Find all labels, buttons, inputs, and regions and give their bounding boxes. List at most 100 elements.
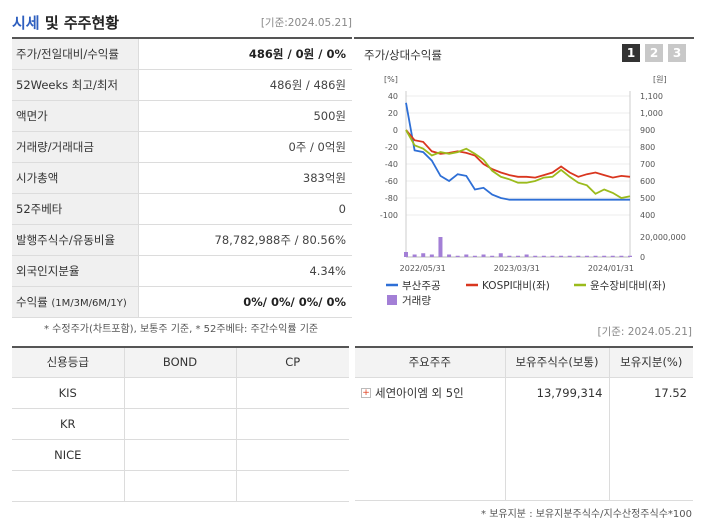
volume-bar [584, 255, 589, 257]
right-tick-label: 800 [640, 143, 655, 152]
left-tick-label: -100 [380, 211, 398, 220]
info-value: 383억원 [138, 162, 352, 194]
left-tick-label: 40 [388, 92, 398, 101]
chart-title: 주가/상대수익률 [364, 48, 442, 62]
right-tick-label: 600 [640, 177, 655, 186]
info-value: 0%/ 0%/ 0%/ 0% [138, 286, 352, 318]
chart-page-3-button[interactable]: 3 [668, 44, 686, 62]
left-tick-label: -40 [385, 160, 398, 169]
chart-pager: 1 2 3 [622, 44, 686, 62]
shareholder-table: 주요주주 보유주식수(보통) 보유지분(%) + 세연아이엠 외 5인 13,79… [355, 346, 693, 501]
price-info-table: 주가/전일대비/수익률 486원 / 0원 / 0% 52Weeks 최고/최저 4… [12, 37, 352, 318]
left-tick-label: -20 [385, 143, 398, 152]
info-label: 수익률 (1M/3M/6M/1Y) [12, 286, 139, 318]
volume-bar [481, 254, 486, 257]
holder-pct: 17.52 [654, 385, 687, 400]
volume-bar [438, 237, 443, 257]
right-tick-label: 1,000 [640, 109, 663, 118]
x-tick-label: 2023/03/31 [494, 264, 540, 273]
left-tick-label: -80 [385, 194, 398, 203]
info-label: 52주베타 [12, 193, 139, 225]
volume-bar [576, 255, 581, 257]
chart-panel: [%] [원] 40 20 0 -20 -40 -60 -80 -100 1,100 1,000 900… [354, 37, 694, 315]
volume-bar [610, 255, 615, 257]
credit-header: CP [236, 347, 349, 378]
table-row[interactable]: + 세연아이엠 외 5인 13,799,314 17.52 [355, 377, 693, 408]
info-value: 500원 [138, 100, 352, 132]
info-label: 외국인지분율 [12, 255, 139, 287]
left-tick-label: 20 [388, 109, 398, 118]
holder-header: 보유지분(%) [609, 347, 693, 378]
info-value: 486원 / 486원 [138, 69, 352, 101]
volume-bar [602, 255, 607, 257]
info-label: 주가/전일대비/수익률 [12, 38, 139, 70]
table-row: KR [12, 408, 349, 440]
series-line [405, 129, 631, 179]
legend-label: 부산주공 [402, 280, 441, 292]
holder-header: 보유주식수(보통) [505, 347, 610, 378]
volume-bar [412, 254, 417, 257]
table-filler [355, 408, 693, 501]
info-row: 액면가 500원 [12, 100, 352, 132]
info-row: 외국인지분율 4.34% [12, 255, 352, 287]
volume-bar [429, 254, 434, 257]
chart-page-2-button[interactable]: 2 [645, 44, 663, 62]
info-row: 수익률 (1M/3M/6M/1Y) 0%/ 0%/ 0%/ 0% [12, 286, 352, 318]
holder-name: + 세연아이엠 외 5인 [355, 377, 506, 408]
left-axis-unit: [%] [384, 75, 398, 84]
volume-bar [472, 255, 477, 257]
info-row: 52주베타 0 [12, 193, 352, 225]
info-value: 0 [138, 193, 352, 225]
table-row: KIS [12, 377, 349, 409]
right-axis-unit: [원] [653, 75, 667, 84]
info-label: 거래량/거래대금 [12, 131, 139, 163]
holding-note: * 보유지분 : 보유지분주식수/지수산정주식수*100 [481, 509, 692, 520]
series-line [405, 102, 630, 201]
legend-label: 거래량 [402, 295, 431, 307]
info-row: 52Weeks 최고/최저 486원 / 486원 [12, 69, 352, 101]
credit-header: 신용등급 [12, 347, 125, 378]
x-tick-label: 2024/01/31 [588, 264, 634, 273]
info-label: 시가총액 [12, 162, 139, 194]
volume-bar [533, 255, 538, 257]
volume-bar [516, 255, 520, 257]
volume-tick-label: 20,000,000 [640, 233, 686, 242]
right-tick-label: 700 [640, 160, 655, 169]
left-tick-label: 0 [393, 126, 398, 135]
volume-bar [421, 253, 426, 257]
volume-bar [464, 254, 469, 257]
table-row: NICE [12, 439, 349, 471]
legend-label: 윤수장비대비(좌) [590, 280, 666, 292]
volume-bar [567, 255, 572, 257]
table-row [12, 470, 349, 502]
info-row: 주가/전일대비/수익률 486원 / 0원 / 0% [12, 38, 352, 70]
info-row: 거래량/거래대금 0주 / 0억원 [12, 131, 352, 163]
volume-bar [593, 255, 598, 257]
volume-tick-label: 0 [640, 253, 645, 262]
info-value: 486원 / 0원 / 0% [138, 38, 352, 70]
x-tick-label: 2022/05/31 [400, 264, 446, 273]
volume-bar [447, 254, 452, 257]
info-value: 0주 / 0억원 [138, 131, 352, 163]
info-row: 시가총액 383억원 [12, 162, 352, 194]
credit-rating-table: 신용등급 BOND CP KIS KR NICE [12, 346, 349, 502]
info-value: 78,782,988주 / 80.56% [138, 224, 352, 256]
plus-icon[interactable]: + [361, 388, 371, 399]
reference-date: [기준:2024.05.21] [260, 17, 352, 29]
volume-bar [404, 252, 408, 257]
price-chart: [%] [원] 40 20 0 -20 -40 -60 -80 -100 1,100 1,000 900… [380, 75, 686, 307]
right-tick-label: 400 [640, 211, 655, 220]
chart-page-1-button[interactable]: 1 [622, 44, 640, 62]
price-note: * 수정주가(차트포함), 보통주 기준, * 52주베타: 주간수익률 기준 [44, 324, 319, 335]
info-label: 발행주식수/유동비율 [12, 224, 139, 256]
volume-bar [619, 255, 624, 257]
info-row: 발행주식수/유동비율 78,782,988주 / 80.56% [12, 224, 352, 256]
section-title: 시세 및 주주현황 [12, 14, 120, 32]
info-value: 4.34% [138, 255, 352, 287]
info-label: 52Weeks 최고/최저 [12, 69, 139, 101]
credit-header: BOND [124, 347, 237, 378]
volume-bar [524, 254, 529, 257]
volume-bar [541, 255, 546, 257]
right-tick-label: 500 [640, 194, 655, 203]
section-header: 시세 및 주주현황 [기준:2024.05.21] [12, 12, 352, 34]
